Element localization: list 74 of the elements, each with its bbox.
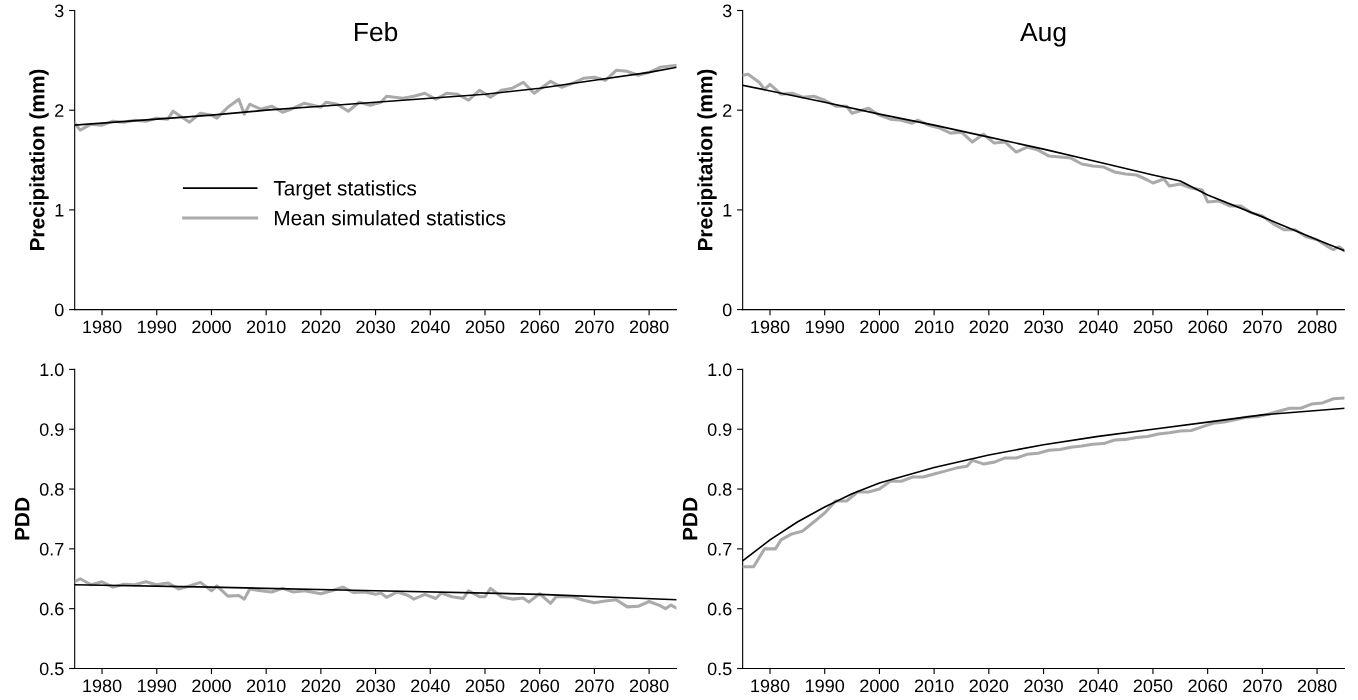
x-tick-label: 1990 (138, 679, 177, 693)
x-tick-label: 2000 (192, 679, 231, 693)
x-tick-label: 2040 (1079, 679, 1118, 693)
x-tick-label: 2020 (969, 320, 1009, 334)
x-tick-label: 2070 (1243, 679, 1282, 693)
chart-title: Feb (355, 21, 398, 42)
x-tick-label: 2000 (860, 320, 899, 334)
y-tick-label: 3 (54, 4, 64, 18)
legend-label: Target statistics (273, 180, 417, 200)
y-tick-label: 0.5 (39, 662, 64, 676)
x-tick-label: 2050 (1133, 320, 1173, 334)
x-tick-label: 2030 (356, 320, 395, 334)
x-tick-label: 2020 (301, 679, 341, 693)
x-tick-label: 2010 (246, 679, 286, 693)
x-tick-label: 2000 (192, 320, 231, 334)
x-tick-label: 2060 (520, 320, 560, 334)
x-tick-label: 2040 (1079, 320, 1118, 334)
x-tick-label: 2030 (1024, 320, 1063, 334)
x-tick-label: 2010 (246, 320, 286, 334)
y-axis-title: Precipitation (mm) (29, 69, 49, 251)
x-tick-label: 2010 (914, 320, 954, 334)
x-tick-label: 1990 (806, 679, 845, 693)
y-tick-label: 1.0 (40, 363, 64, 377)
x-tick-label: 2000 (860, 679, 899, 693)
y-tick-label: 3 (722, 4, 732, 18)
x-tick-label: 1980 (751, 320, 790, 334)
x-tick-label: 1980 (83, 679, 122, 693)
y-tick-label: 0 (722, 303, 732, 317)
x-tick-label: 2010 (914, 679, 954, 693)
x-tick-label: 2050 (1133, 679, 1173, 693)
x-tick-label: 2030 (1024, 679, 1063, 693)
x-tick-label: 1990 (138, 320, 177, 334)
x-tick-label: 2060 (1188, 679, 1228, 693)
x-tick-label: 2080 (1297, 679, 1337, 693)
x-tick-label: 2020 (969, 679, 1009, 693)
chart-title: Aug (1020, 22, 1066, 47)
y-tick-label: 0.5 (707, 662, 732, 676)
x-tick-label: 2070 (1243, 320, 1282, 334)
x-tick-label: 2050 (465, 320, 505, 334)
y-tick-label: 0 (54, 303, 64, 317)
x-tick-label: 2080 (629, 679, 669, 693)
x-tick-label: 2050 (465, 679, 505, 693)
y-axis-title: Precipitation (mm) (697, 69, 717, 251)
legend-label: Mean simulated statistics (275, 210, 506, 226)
y-tick-label: 1.0 (708, 363, 732, 377)
y-tick-label: 1 (723, 204, 732, 217)
y-tick-label: 0.9 (39, 423, 64, 436)
y-tick-label: 2 (55, 104, 64, 117)
x-tick-label: 2070 (575, 679, 614, 693)
y-tick-label: 0.7 (707, 542, 732, 556)
x-tick-label: 2080 (1297, 320, 1337, 334)
x-tick-label: 1980 (751, 679, 790, 693)
x-tick-label: 2040 (411, 320, 450, 334)
y-tick-label: 1 (55, 204, 64, 217)
x-tick-label: 2040 (411, 679, 450, 693)
x-tick-label: 2030 (356, 679, 395, 693)
x-tick-label: 2020 (301, 320, 341, 334)
x-tick-label: 2080 (629, 320, 669, 334)
y-tick-label: 0.6 (39, 602, 64, 616)
y-axis-title: PDD (14, 497, 30, 540)
y-tick-label: 0.9 (707, 423, 732, 436)
y-tick-label: 0.8 (39, 482, 64, 496)
line-series (74, 583, 677, 601)
x-tick-label: 2070 (575, 320, 614, 334)
x-tick-label: 1990 (806, 320, 845, 334)
line-series (74, 577, 677, 611)
x-tick-label: 2060 (1188, 320, 1228, 334)
y-axis-title: PDD (682, 497, 698, 540)
y-tick-label: 0.8 (707, 482, 732, 496)
y-tick-label: 2 (723, 104, 732, 117)
x-tick-label: 2060 (520, 679, 560, 693)
y-tick-label: 0.7 (39, 542, 64, 556)
y-tick-label: 0.6 (707, 602, 732, 616)
x-tick-label: 1980 (83, 320, 122, 334)
